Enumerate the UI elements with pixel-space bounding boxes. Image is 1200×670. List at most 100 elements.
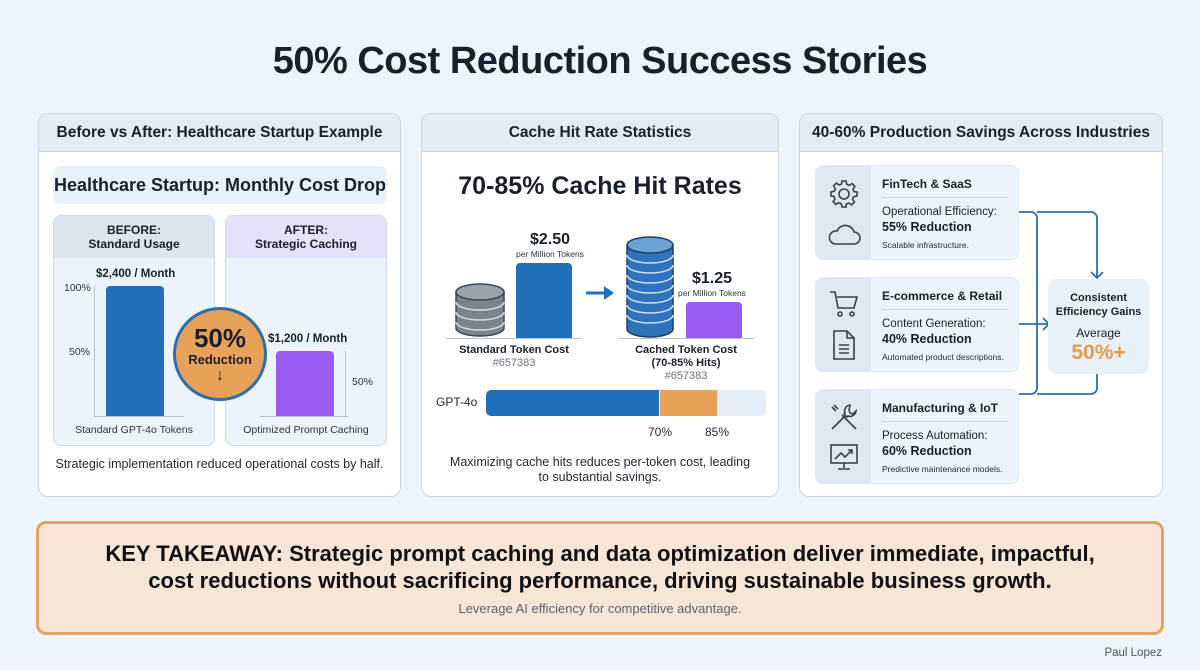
panel-header: Cache Hit Rate Statistics (422, 114, 778, 152)
standard-label-text: Standard Token Cost (459, 344, 569, 356)
tools-icon (828, 401, 860, 433)
mark-70: 70% (648, 425, 673, 439)
after-footer: Optimized Prompt Caching (243, 424, 369, 436)
standard-price-value: $2.50 (529, 231, 571, 248)
panel-header: 40-60% Production Savings Across Industr… (800, 114, 1162, 152)
standard-token-label: Standard Token Cost #657383 (444, 344, 584, 370)
panel-subtitle: Healthcare Startup: Monthly Cost Drop (53, 166, 387, 204)
standard-price: $2.50 per Million Tokens (502, 231, 598, 259)
divider (882, 309, 1008, 310)
industry-savings-panel: 40-60% Production Savings Across Industr… (799, 113, 1163, 497)
after-x-axis (260, 416, 348, 417)
arrow-right-icon (586, 286, 616, 300)
cached-token-stack-icon (625, 233, 675, 341)
model-label: GPT-4o (436, 395, 478, 409)
gear-icon (829, 179, 859, 209)
industry-card-fintech: FinTech & SaaS Operational Efficiency: 5… (815, 165, 1019, 260)
summary-title-2: Efficiency Gains (1055, 306, 1142, 318)
industry-title: FinTech & SaaS (882, 177, 972, 191)
page-title: 50% Cost Reduction Success Stories (272, 40, 928, 82)
document-icon (831, 329, 857, 361)
divider (882, 421, 1008, 422)
reduction-label: Reduction (188, 351, 252, 367)
panel-caption: Strategic implementation reduced operati… (55, 457, 384, 471)
panel-caption: Maximizing cache hits reduces per-token … (422, 455, 778, 485)
summary-avg-label: Average (1076, 326, 1121, 340)
standard-code: #657383 (492, 357, 536, 369)
cached-label-text: Cached Token Cost (635, 344, 737, 356)
before-card-header: BEFORE: Standard Usage (54, 216, 214, 258)
author-credit: Paul Lopez (1104, 647, 1162, 659)
hit-segment-85 (660, 390, 717, 416)
standard-price-unit: per Million Tokens (516, 249, 584, 259)
summary-title: Consistent Efficiency Gains (1048, 291, 1149, 319)
x-axis (94, 416, 184, 417)
cart-icon (828, 288, 860, 320)
before-title: BEFORE: (107, 223, 161, 237)
takeaway-sub: Leverage AI efficiency for competitive a… (458, 601, 742, 616)
chart-monitor-icon (828, 442, 860, 472)
axis-50: 50% (69, 346, 91, 358)
reduction-percent: 50% (193, 322, 247, 353)
standard-token-stack-icon (454, 280, 506, 338)
after-scale-line (345, 351, 346, 416)
icon-column (816, 390, 871, 483)
industry-metric: Operational Efficiency: 55% Reduction (882, 205, 997, 235)
caption-line-2: to substantial savings. (538, 470, 662, 484)
cached-cost-bar (686, 302, 742, 338)
industry-desc: Automated product descriptions. (882, 352, 1004, 362)
cached-baseline (618, 338, 754, 339)
metric-label: Content Generation: (882, 318, 986, 330)
after-amount: $1,200 / Month (268, 333, 348, 345)
after-subtitle: Strategic Caching (254, 237, 358, 251)
takeaway-text: KEY TAKEAWAY: Strategic prompt caching a… (39, 540, 1161, 594)
cached-label-range: (70-85% Hits) (651, 357, 721, 369)
cloud-icon (827, 224, 861, 246)
cached-price-value: $1.25 (691, 270, 733, 287)
cache-hit-bar (486, 390, 766, 416)
industry-metric: Process Automation: 60% Reduction (882, 429, 987, 459)
metric-reduction: 55% Reduction (882, 220, 972, 234)
y-axis (94, 286, 95, 416)
cached-code: #657383 (664, 370, 708, 382)
industry-title: Manufacturing & IoT (882, 401, 998, 415)
cache-hit-panel: Cache Hit Rate Statistics 70-85% Cache H… (421, 113, 779, 497)
reduction-badge: 50% Reduction ↓ (173, 307, 267, 401)
after-title: AFTER: (284, 223, 328, 237)
cache-heading: 70-85% Cache Hit Rates (458, 172, 742, 200)
takeaway-line-2: cost reductions without sacrificing perf… (148, 568, 1052, 593)
industry-card-ecommerce: E-commerce & Retail Content Generation: … (815, 277, 1019, 372)
healthcare-panel: Before vs After: Healthcare Startup Exam… (38, 113, 401, 497)
industry-title: E-commerce & Retail (882, 289, 1003, 303)
icon-column (816, 278, 871, 371)
summary-avg-value: 50%+ (1071, 341, 1126, 364)
summary-title-1: Consistent (1070, 292, 1127, 304)
cached-price: $1.25 per Million Tokens (672, 270, 752, 298)
after-card-header: AFTER: Strategic Caching (226, 216, 386, 258)
industry-desc: Predictive maintenance models. (882, 464, 1003, 474)
caption-line-1: Maximizing cache hits reduces per-token … (449, 455, 751, 469)
industry-metric: Content Generation: 40% Reduction (882, 317, 986, 347)
icon-column (816, 166, 871, 259)
after-axis-50: 50% (352, 376, 374, 388)
mark-85: 85% (705, 425, 730, 439)
cached-token-label: Cached Token Cost (70-85% Hits) #657383 (618, 344, 754, 383)
metric-reduction: 60% Reduction (882, 444, 972, 458)
before-subtitle: Standard Usage (88, 237, 180, 251)
axis-100: 100% (64, 282, 91, 294)
industry-desc: Scalable infrastructure. (882, 240, 969, 250)
cached-price-unit: per Million Tokens (678, 288, 746, 298)
industry-card-manufacturing: Manufacturing & IoT Process Automation: … (815, 389, 1019, 484)
summary-box: Consistent Efficiency Gains Average 50%+ (1048, 279, 1149, 374)
before-footer: Standard GPT-4o Tokens (75, 424, 193, 436)
standard-baseline (446, 338, 582, 339)
before-amount: $2,400 / Month (96, 268, 176, 280)
divider (882, 197, 1008, 198)
metric-label: Process Automation: (882, 430, 988, 442)
metric-label: Operational Efficiency: (882, 206, 997, 218)
before-bar (106, 286, 164, 416)
standard-cost-bar (516, 263, 572, 338)
takeaway-line-1: KEY TAKEAWAY: Strategic prompt caching a… (105, 541, 1095, 566)
key-takeaway-box: KEY TAKEAWAY: Strategic prompt caching a… (36, 521, 1164, 635)
panel-header: Before vs After: Healthcare Startup Exam… (39, 114, 400, 152)
